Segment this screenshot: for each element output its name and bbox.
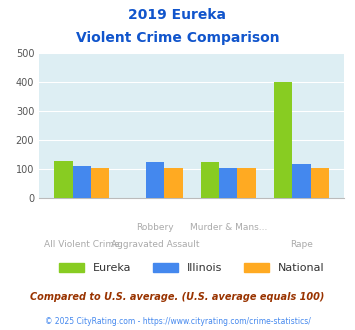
Bar [237,168,256,198]
Text: Violent Crime Comparison: Violent Crime Comparison [76,31,279,45]
Bar [293,164,311,198]
Text: Compared to U.S. average. (U.S. average equals 100): Compared to U.S. average. (U.S. average … [30,292,325,302]
Text: Aggravated Assault: Aggravated Assault [111,240,199,249]
Bar [219,168,237,198]
Bar [164,168,182,198]
Bar [91,168,109,198]
Text: © 2025 CityRating.com - https://www.cityrating.com/crime-statistics/: © 2025 CityRating.com - https://www.city… [45,317,310,326]
Text: Rape: Rape [290,240,313,249]
Bar [54,161,73,198]
Text: All Violent Crime: All Violent Crime [44,240,120,249]
Legend: Eureka, Illinois, National: Eureka, Illinois, National [56,259,328,277]
Text: 2019 Eureka: 2019 Eureka [129,8,226,22]
Bar [73,166,91,198]
Text: Murder & Mans...: Murder & Mans... [190,223,267,232]
Bar [201,162,219,198]
Bar [274,82,293,198]
Text: Robbery: Robbery [136,223,174,232]
Bar [146,162,164,198]
Bar [311,168,329,198]
